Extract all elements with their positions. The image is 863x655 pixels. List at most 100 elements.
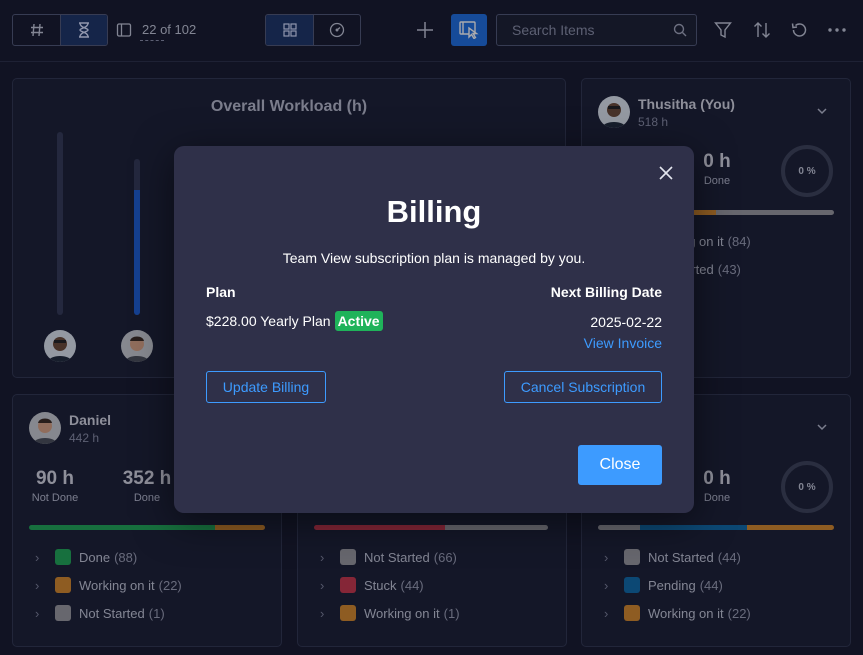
grid-icon — [282, 23, 297, 37]
workload-bar-thusitha[interactable] — [57, 132, 63, 315]
status-count: (44) — [717, 549, 741, 565]
workload-title: Overall Workload (h) — [210, 98, 368, 115]
gauge-icon — [329, 22, 345, 38]
sort-button[interactable] — [747, 15, 777, 45]
plan-value: $228.00 Yearly Plan — [206, 313, 331, 329]
filter-icon — [714, 22, 732, 39]
chevron-down-icon[interactable] — [816, 423, 828, 431]
status-distribution-bar[interactable] — [314, 525, 548, 530]
status-row[interactable]: › Working on it (1) — [320, 599, 460, 627]
status-row[interactable]: › Working on it (22) — [35, 571, 182, 599]
item-counter[interactable]: 22 of 102 — [140, 22, 197, 41]
add-button[interactable] — [410, 15, 440, 45]
status-distribution-bar[interactable] — [598, 525, 834, 530]
close-button[interactable]: Close — [578, 445, 662, 485]
status-count: (88) — [114, 549, 138, 565]
plan-label: Plan — [206, 284, 236, 300]
chevron-right-icon: › — [35, 549, 40, 565]
search-box — [496, 14, 697, 46]
filter-button[interactable] — [708, 15, 738, 45]
done-label: Done — [703, 175, 731, 187]
status-list: › Not Started (44) › Pending (44) › Work… — [604, 543, 751, 627]
status-count: (44) — [400, 577, 424, 593]
close-icon — [659, 166, 673, 180]
status-row[interactable]: › Done (88) — [35, 543, 182, 571]
toolbar: 22 of 102 — [0, 0, 863, 62]
status-count: (22) — [727, 605, 751, 621]
dashboard-view-button[interactable] — [313, 15, 360, 45]
status-row[interactable]: › Not Started (44) — [604, 543, 751, 571]
view-invoice-link[interactable]: View Invoice — [583, 335, 662, 351]
person-name: Thusitha (You) — [638, 96, 735, 112]
chevron-right-icon: › — [35, 577, 40, 593]
status-count: (1) — [443, 605, 460, 621]
status-swatch — [624, 549, 640, 565]
hash-icon — [30, 23, 43, 37]
status-swatch — [55, 577, 71, 593]
avatar — [29, 412, 61, 444]
status-count: (66) — [433, 549, 457, 565]
time-view-button[interactable] — [60, 15, 107, 45]
chevron-down-icon[interactable] — [816, 107, 828, 115]
sidebar-icon — [116, 23, 132, 37]
update-billing-button[interactable]: Update Billing — [206, 371, 326, 403]
chevron-right-icon: › — [35, 605, 40, 621]
status-count: (1) — [148, 605, 165, 621]
person-hours: 518 h — [638, 115, 669, 129]
status-row[interactable]: › Stuck (44) — [320, 571, 460, 599]
billing-modal: Billing Team View subscription plan is m… — [174, 146, 694, 513]
avatar — [598, 96, 630, 128]
status-count: (84) — [727, 233, 751, 249]
status-swatch — [340, 605, 356, 621]
status-label: Working on it — [79, 577, 155, 593]
hourglass-icon — [79, 22, 89, 38]
status-row[interactable]: › Not Started (1) — [35, 599, 182, 627]
status-distribution-bar[interactable] — [29, 525, 265, 530]
status-swatch — [55, 605, 71, 621]
plan-row: $228.00 Yearly Plan Active — [206, 311, 383, 331]
status-swatch — [55, 549, 71, 565]
modal-title: Billing — [386, 194, 482, 229]
workload-bar-daniel[interactable] — [134, 159, 140, 315]
done-value: 0 h — [703, 468, 731, 489]
status-row[interactable]: › Not Started (66) — [320, 543, 460, 571]
chevron-right-icon: › — [604, 577, 609, 593]
search-icon[interactable] — [673, 23, 687, 37]
item-counter-text: 22 of 102 — [142, 22, 197, 37]
sidebar-toggle-button[interactable] — [116, 22, 132, 38]
status-label: Pending — [648, 577, 696, 593]
progress-ring: 0 % — [781, 461, 833, 513]
view-mode-toggle — [12, 14, 108, 46]
refresh-button[interactable] — [784, 15, 814, 45]
not-done-value: 90 h — [35, 468, 75, 489]
sort-icon — [754, 22, 770, 38]
selection-mode-button[interactable] — [451, 14, 487, 46]
not-done-label: Not Done — [31, 492, 79, 504]
done-value: 0 h — [703, 151, 731, 172]
status-swatch — [624, 605, 640, 621]
number-view-button[interactable] — [13, 15, 60, 45]
status-row[interactable]: › Working on it (22) — [604, 599, 751, 627]
cancel-subscription-button[interactable]: Cancel Subscription — [504, 371, 662, 403]
status-row[interactable]: › Pending (44) — [604, 571, 751, 599]
status-count: (22) — [158, 577, 182, 593]
avatar-thusitha[interactable] — [44, 330, 76, 362]
plus-icon — [417, 22, 433, 38]
more-horizontal-icon — [828, 28, 846, 32]
chevron-right-icon: › — [604, 605, 609, 621]
progress-ring: 0 % — [781, 145, 833, 197]
status-swatch — [624, 577, 640, 593]
search-input[interactable] — [497, 15, 667, 45]
chevron-right-icon: › — [604, 549, 609, 565]
status-swatch — [340, 577, 356, 593]
done-label: Done — [703, 492, 731, 504]
more-options-button[interactable] — [822, 15, 852, 45]
person-name: Daniel — [69, 412, 112, 428]
modal-close-button[interactable] — [656, 163, 676, 183]
status-label: Working on it — [364, 605, 440, 621]
chevron-right-icon: › — [320, 549, 325, 565]
avatar-daniel[interactable] — [121, 330, 153, 362]
chevron-right-icon: › — [320, 605, 325, 621]
grid-view-button[interactable] — [266, 15, 313, 45]
status-badge: Active — [334, 311, 383, 331]
